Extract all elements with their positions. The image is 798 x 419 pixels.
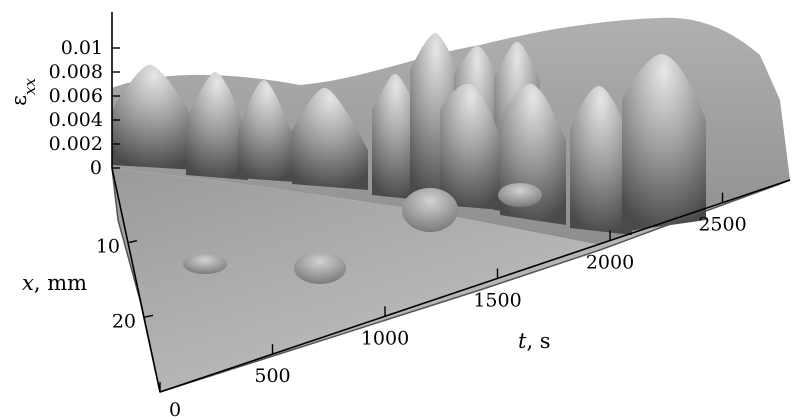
peak [186,71,248,180]
t-tick-label: 1500 [473,289,521,311]
bump [498,183,542,207]
z-tick-label: 0.008 [49,61,103,83]
peak [440,83,502,210]
t-tick-label: 500 [254,365,290,387]
t-axis: 0 500 1000 1500 2000 2500 t, s [159,179,791,419]
peak [622,54,706,232]
x-axis: 10 20 x, mm [22,167,161,393]
peak [112,64,196,170]
peak [292,87,368,190]
surface-floor [112,168,790,392]
x-tick-mark [143,314,154,319]
peaks-back-row [112,32,706,235]
z-tick-label: 0.01 [61,37,103,59]
peaks-front-row [183,183,542,284]
z-tick-label: 0 [90,157,102,179]
t-tick-label: 2000 [586,252,634,274]
x-tick-label: 20 [112,310,136,332]
x-axis-title: x, mm [22,271,87,295]
t-tick-label: 0 [169,399,181,419]
bump [294,252,346,284]
bump [402,188,458,232]
z-axis-subscript: xx [21,78,39,95]
peak [238,80,296,182]
t-tick-label: 2500 [698,214,746,236]
z-tick-label: 0.006 [49,85,103,107]
x-tick-mark [127,239,138,244]
t-axis-title: t, s [518,329,551,353]
z-tick-label: 0.004 [49,109,103,131]
t-tick-label: 1000 [361,327,409,349]
peak [570,85,632,235]
peak [372,73,420,200]
x-tick-label: 10 [96,236,120,258]
z-axis-title: εxx [7,78,39,106]
z-tick-label: 0.002 [49,133,103,155]
bump [183,254,227,274]
